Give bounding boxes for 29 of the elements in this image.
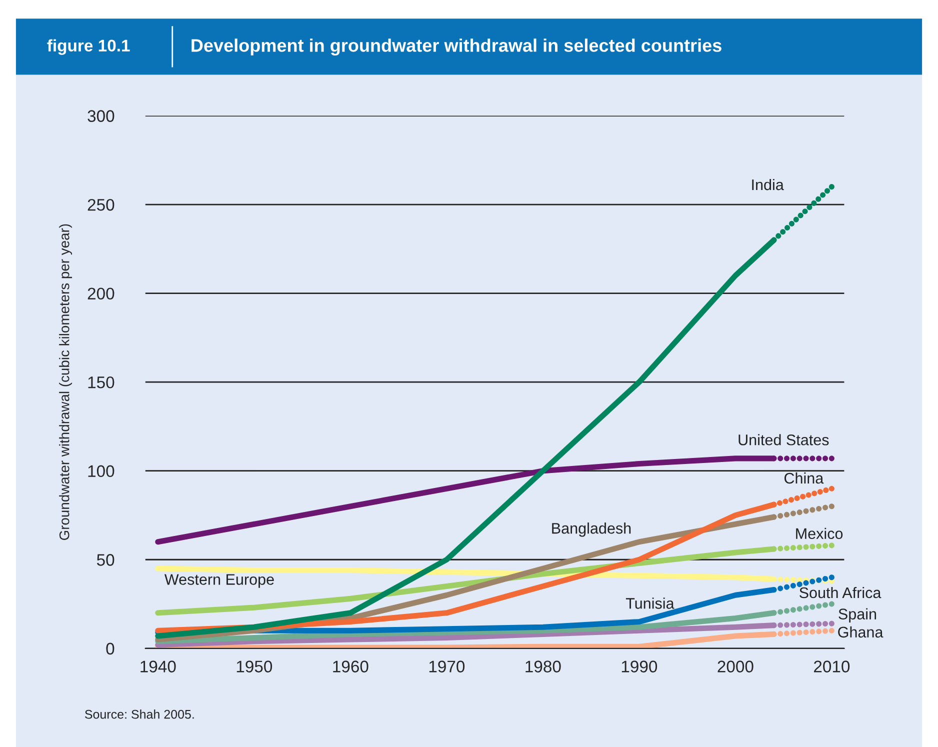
y-tick-label: 150 bbox=[88, 376, 114, 388]
series-label: China bbox=[784, 472, 824, 484]
y-tick-label: 100 bbox=[88, 465, 114, 478]
series-label: Bangladesh bbox=[552, 522, 631, 537]
series-label: Mexico bbox=[796, 528, 843, 540]
series-label: Spain bbox=[838, 608, 876, 622]
y-tick-label: 200 bbox=[88, 288, 114, 300]
x-tick-label: 1990 bbox=[622, 660, 658, 672]
y-tick-label: 300 bbox=[88, 110, 114, 122]
y-tick-label: 50 bbox=[96, 554, 114, 566]
x-tick-label: 1980 bbox=[526, 660, 561, 672]
x-tick-label: 2000 bbox=[718, 660, 754, 672]
series-label: Western Europe bbox=[164, 574, 274, 588]
y-tick-label: 250 bbox=[88, 198, 114, 211]
y-tick-label: 0 bbox=[106, 642, 114, 655]
source-note: Source: Shah 2005. bbox=[84, 710, 194, 719]
x-tick-label: 1950 bbox=[236, 660, 272, 672]
series-label: United States bbox=[738, 434, 829, 446]
series-label: Ghana bbox=[838, 626, 884, 638]
series-label: India bbox=[752, 178, 784, 190]
series-label: South Africa bbox=[800, 586, 882, 598]
chart-title: Development in groundwater withdrawal in selected countries bbox=[192, 38, 722, 56]
x-tick-label: 1960 bbox=[333, 660, 368, 672]
x-tick-label: 1940 bbox=[140, 660, 176, 672]
series-label: Tunisia bbox=[626, 598, 674, 609]
y-axis-title: Groundwater withdrawal (cubic kilometers per year) bbox=[59, 224, 72, 540]
chart-subtitle: figure 10.1 bbox=[47, 39, 130, 55]
x-tick-label: 2010 bbox=[814, 660, 850, 672]
x-tick-label: 1970 bbox=[429, 660, 465, 672]
